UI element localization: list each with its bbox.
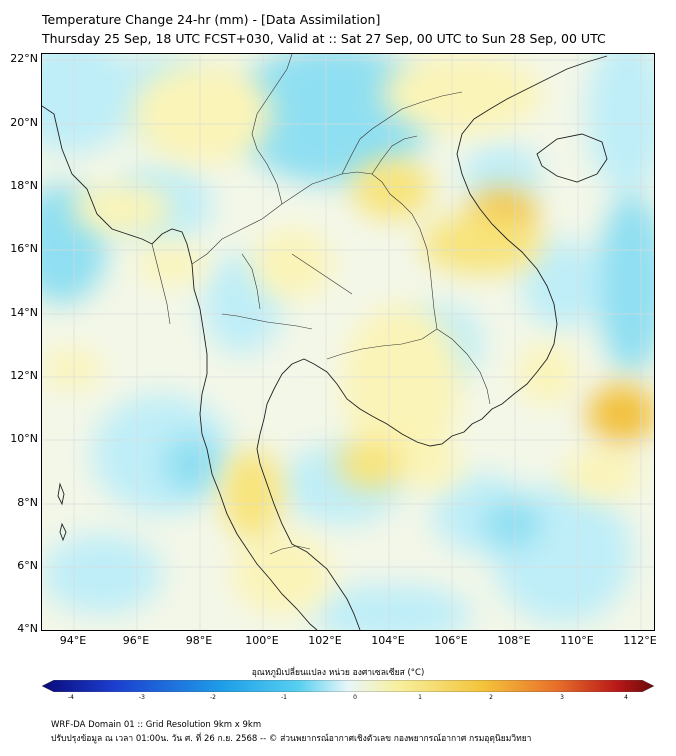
lat-label-6: 6°N [17,559,38,572]
lon-label-110: 110°E [560,634,594,647]
lon-label-100: 100°E [245,634,279,647]
lon-label-112: 112°E [623,634,657,647]
lat-label-12: 12°N [10,369,38,382]
colorbar-tick-3: 3 [560,694,564,701]
colorbar-tick-0: 0 [353,694,357,701]
lon-label-104: 104°E [371,634,405,647]
graticule [42,54,654,630]
model-info: WRF-DA Domain 01 :: Grid Resolution 9km … [51,720,262,730]
colorbar-tick-2: 2 [489,694,493,701]
colorbar-tick-4: 4 [624,694,628,701]
coastlines [42,55,608,630]
colorbar-tick-neg3: -3 [139,694,145,701]
map-subtitle: Thursday 25 Sep, 18 UTC FCST+030, Valid … [42,31,606,46]
map-area[interactable] [41,53,655,631]
country-borders [151,54,491,555]
colorbar-tick-neg1: -1 [281,694,287,701]
lat-label-22: 22°N [10,52,38,65]
colorbar [42,680,654,692]
lat-label-10: 10°N [10,432,38,445]
lat-label-16: 16°N [10,242,38,255]
map-title: Temperature Change 24-hr (mm) - [Data As… [42,12,381,27]
colorbar-bar [42,680,654,692]
cool-anomaly-layer [42,54,654,630]
colorbar-tick-1: 1 [418,694,422,701]
lon-label-98: 98°E [185,634,213,647]
colorbar-tick-neg2: -2 [210,694,216,701]
colorbar-title: อุณหภูมิเปลี่ยนแปลง หน่วย องศาเซลเซียส (… [251,668,425,678]
lat-label-20: 20°N [10,116,38,129]
update-credit: ปรับปรุงข้อมูล ณ เวลา 01:00น. วัน ศ. ที่… [51,734,532,744]
lat-label-14: 14°N [10,306,38,319]
lon-label-102: 102°E [308,634,342,647]
lon-label-106: 106°E [434,634,468,647]
lon-label-94: 94°E [59,634,87,647]
lat-label-4: 4°N [17,622,38,635]
lon-label-108: 108°E [497,634,531,647]
colorbar-tick-neg4: -4 [68,694,74,701]
lat-label-18: 18°N [10,179,38,192]
lon-label-96: 96°E [122,634,150,647]
lat-label-8: 8°N [17,496,38,509]
